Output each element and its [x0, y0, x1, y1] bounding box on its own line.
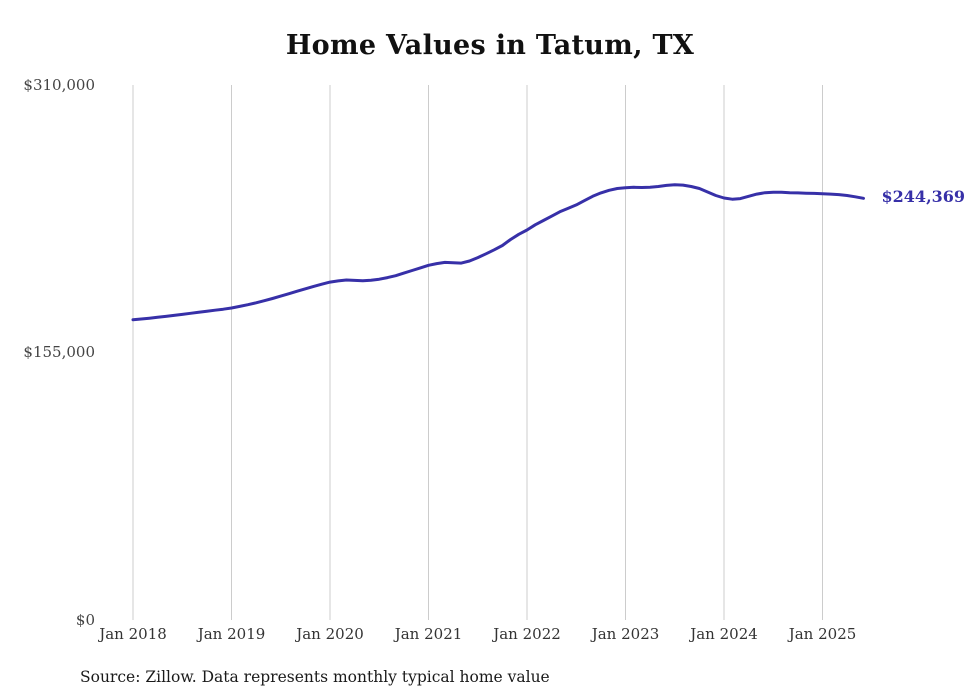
x-tick-label: Jan 2023	[591, 625, 660, 643]
x-tick-label: Jan 2022	[493, 625, 561, 643]
y-axis-tick-155000: $155,000	[23, 343, 95, 361]
source-note: Source: Zillow. Data represents monthly …	[80, 668, 550, 686]
x-tick-label: Jan 2018	[99, 625, 167, 643]
x-tick-label: Jan 2025	[788, 625, 857, 643]
x-tick-label: Jan 2020	[296, 625, 364, 643]
x-tick-label: Jan 2024	[690, 625, 758, 643]
current-value-label: $244,369	[881, 187, 966, 207]
y-axis-tick-0: $0	[75, 611, 95, 629]
y-axis-tick-310000: $310,000	[23, 76, 95, 94]
x-tick-label: Jan 2021	[394, 625, 463, 643]
home-value-line	[131, 183, 865, 322]
x-tick-label: Jan 2019	[197, 625, 266, 643]
chart-title: Home Values in Tatum, TX	[285, 30, 695, 61]
